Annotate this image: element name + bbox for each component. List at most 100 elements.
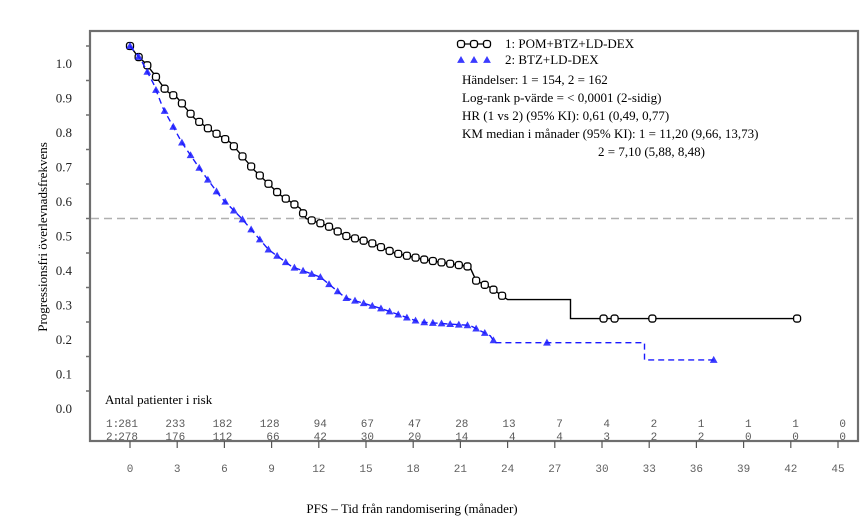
legend: 1: POM+BTZ+LD-DEX 2: BTZ+LD-DEX	[456, 36, 635, 67]
censor-marker	[238, 215, 247, 223]
series-layer	[125, 41, 802, 363]
censor-marker	[160, 106, 169, 114]
censor-marker	[463, 321, 472, 329]
censor-marker	[169, 91, 178, 100]
censor-marker	[152, 85, 160, 93]
annotation-median-2: 2 = 7,10 (5,88, 8,48)	[598, 144, 705, 159]
censor-marker	[333, 227, 342, 236]
censor-marker	[463, 262, 472, 271]
censor-marker	[126, 41, 134, 49]
censor-marker	[221, 134, 230, 144]
censor-marker	[454, 260, 463, 270]
legend-marker	[482, 39, 492, 49]
censor-marker	[480, 280, 489, 289]
censor-marker	[402, 251, 412, 260]
x-tick-label: 30	[595, 464, 608, 476]
censor-marker	[134, 52, 143, 60]
x-tick-label: 45	[831, 464, 844, 476]
censor-marker	[472, 324, 481, 332]
x-tick-label: 36	[690, 464, 703, 476]
censor-marker	[195, 163, 204, 171]
censor-marker	[246, 162, 256, 171]
censor-marker	[143, 67, 152, 75]
plot-frame	[88, 29, 860, 443]
x-tick-label: 24	[501, 464, 515, 476]
legend-label-series-2: 2: BTZ+LD-DEX	[505, 52, 599, 67]
censor-marker	[437, 258, 446, 267]
censor-marker	[229, 206, 238, 214]
x-tick-label: 15	[359, 464, 372, 476]
risk-cell: 4	[556, 432, 563, 444]
censor-marker	[648, 314, 657, 323]
censor-marker	[497, 291, 507, 300]
y-tick-label: 0.4	[56, 263, 73, 278]
censor-marker	[792, 314, 802, 323]
risk-cell: 233	[165, 419, 185, 431]
censor-marker	[342, 294, 351, 301]
censor-marker	[411, 316, 420, 324]
censor-marker	[169, 122, 178, 130]
censor-marker	[489, 336, 498, 344]
x-tick-label: 12	[312, 464, 325, 476]
risk-cell: 20	[408, 432, 421, 444]
risk-row-label: 1:	[106, 419, 119, 431]
censor-marker	[290, 200, 299, 209]
x-tick-label: 9	[268, 464, 275, 476]
risk-cell: 0	[839, 432, 846, 444]
risk-cell: 182	[213, 419, 233, 431]
risk-cell: 42	[314, 432, 327, 444]
risk-cell: 3	[603, 432, 610, 444]
risk-cell: 112	[213, 432, 233, 444]
risk-cell: 0	[745, 432, 752, 444]
censor-marker	[351, 296, 359, 304]
censor-marker	[264, 179, 273, 188]
censor-marker	[385, 246, 394, 256]
risk-cell: 0	[792, 432, 799, 444]
censor-marker	[376, 242, 386, 252]
y-tick-label: 0.5	[56, 229, 72, 244]
x-tick-label: 42	[784, 464, 797, 476]
censor-marker	[446, 320, 455, 328]
risk-cell: 0	[839, 419, 846, 431]
y-tick-label: 0.6	[56, 194, 73, 209]
risk-cell: 128	[260, 419, 280, 431]
legend-label-series-1: 1: POM+BTZ+LD-DEX	[505, 36, 635, 51]
censor-marker	[177, 99, 187, 108]
censor-marker	[229, 142, 238, 151]
censor-marker	[307, 216, 316, 225]
y-tick-label: 0.0	[56, 401, 72, 416]
annotation-hr: HR (1 vs 2) (95% KI): 0,61 (0,49, 0,77)	[462, 108, 669, 123]
legend-marker	[456, 39, 466, 49]
censor-marker	[403, 313, 411, 321]
censor-marker	[247, 225, 256, 233]
risk-cell: 13	[502, 419, 515, 431]
risk-cell: 67	[361, 419, 374, 431]
censor-marker	[377, 304, 385, 312]
censor-marker	[160, 84, 169, 93]
censor-marker	[316, 273, 325, 281]
censor-marker	[316, 219, 325, 228]
x-tick-label: 18	[407, 464, 420, 476]
censor-marker	[610, 314, 619, 323]
censor-marker	[394, 310, 403, 318]
censor-marker	[446, 259, 455, 268]
censor-marker	[203, 124, 213, 133]
censor-marker	[543, 338, 551, 346]
censor-marker	[255, 235, 264, 243]
censor-marker	[186, 109, 195, 118]
series-2	[126, 41, 718, 363]
censor-marker	[342, 231, 351, 241]
y-tick-label: 0.9	[56, 91, 72, 106]
censor-marker	[394, 249, 403, 259]
risk-cell: 66	[266, 432, 279, 444]
censor-marker	[238, 152, 247, 161]
risk-cell: 47	[408, 419, 421, 431]
annotation-logrank: Log-rank p-värde = < 0,0001 (2-sidig)	[462, 90, 662, 105]
censor-marker	[368, 301, 377, 309]
legend-marker	[457, 55, 465, 63]
risk-cell: 28	[455, 419, 468, 431]
risk-cell: 2	[651, 419, 658, 431]
censor-marker	[281, 258, 290, 266]
censor-marker	[151, 72, 161, 81]
